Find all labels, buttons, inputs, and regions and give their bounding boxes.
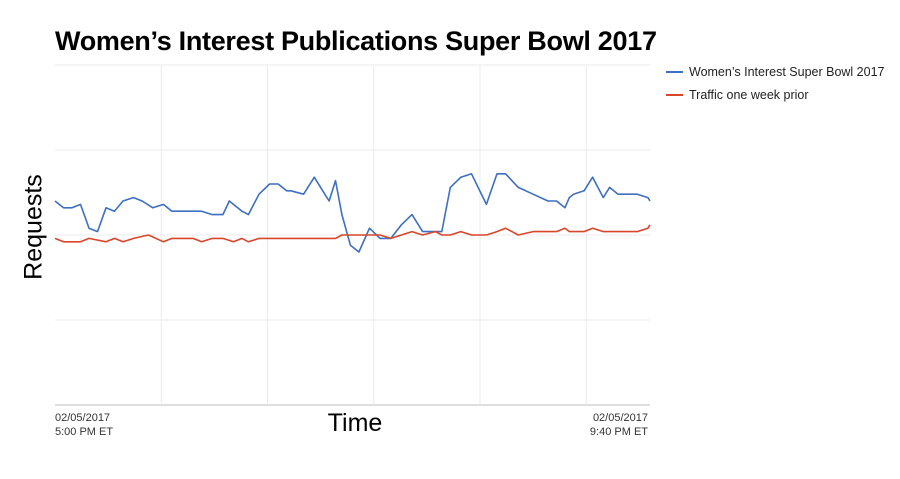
series-line-women-interest: [54, 173, 651, 253]
legend-item-week-prior[interactable]: Traffic one week prior: [666, 85, 884, 105]
legend-swatch-red: [666, 94, 683, 96]
y-axis-label: Requests: [19, 174, 48, 280]
x-tick-label-end: 02/05/2017 9:40 PM ET: [589, 412, 648, 438]
legend: Women’s Interest Super Bowl 2017 Traffic…: [666, 62, 884, 108]
legend-item-women-interest[interactable]: Women’s Interest Super Bowl 2017: [666, 62, 884, 82]
series-line-week-prior: [54, 224, 651, 243]
legend-swatch-blue: [666, 71, 683, 73]
series-lines: [54, 173, 651, 253]
legend-label: Women’s Interest Super Bowl 2017: [689, 65, 885, 79]
x-axis-label: Time: [327, 409, 383, 437]
legend-label: Traffic one week prior: [689, 88, 809, 102]
chart-title: Women’s Interest Publications Super Bowl…: [55, 26, 657, 56]
x-tick-label-start: 02/05/2017 5:00 PM ET: [55, 412, 114, 438]
